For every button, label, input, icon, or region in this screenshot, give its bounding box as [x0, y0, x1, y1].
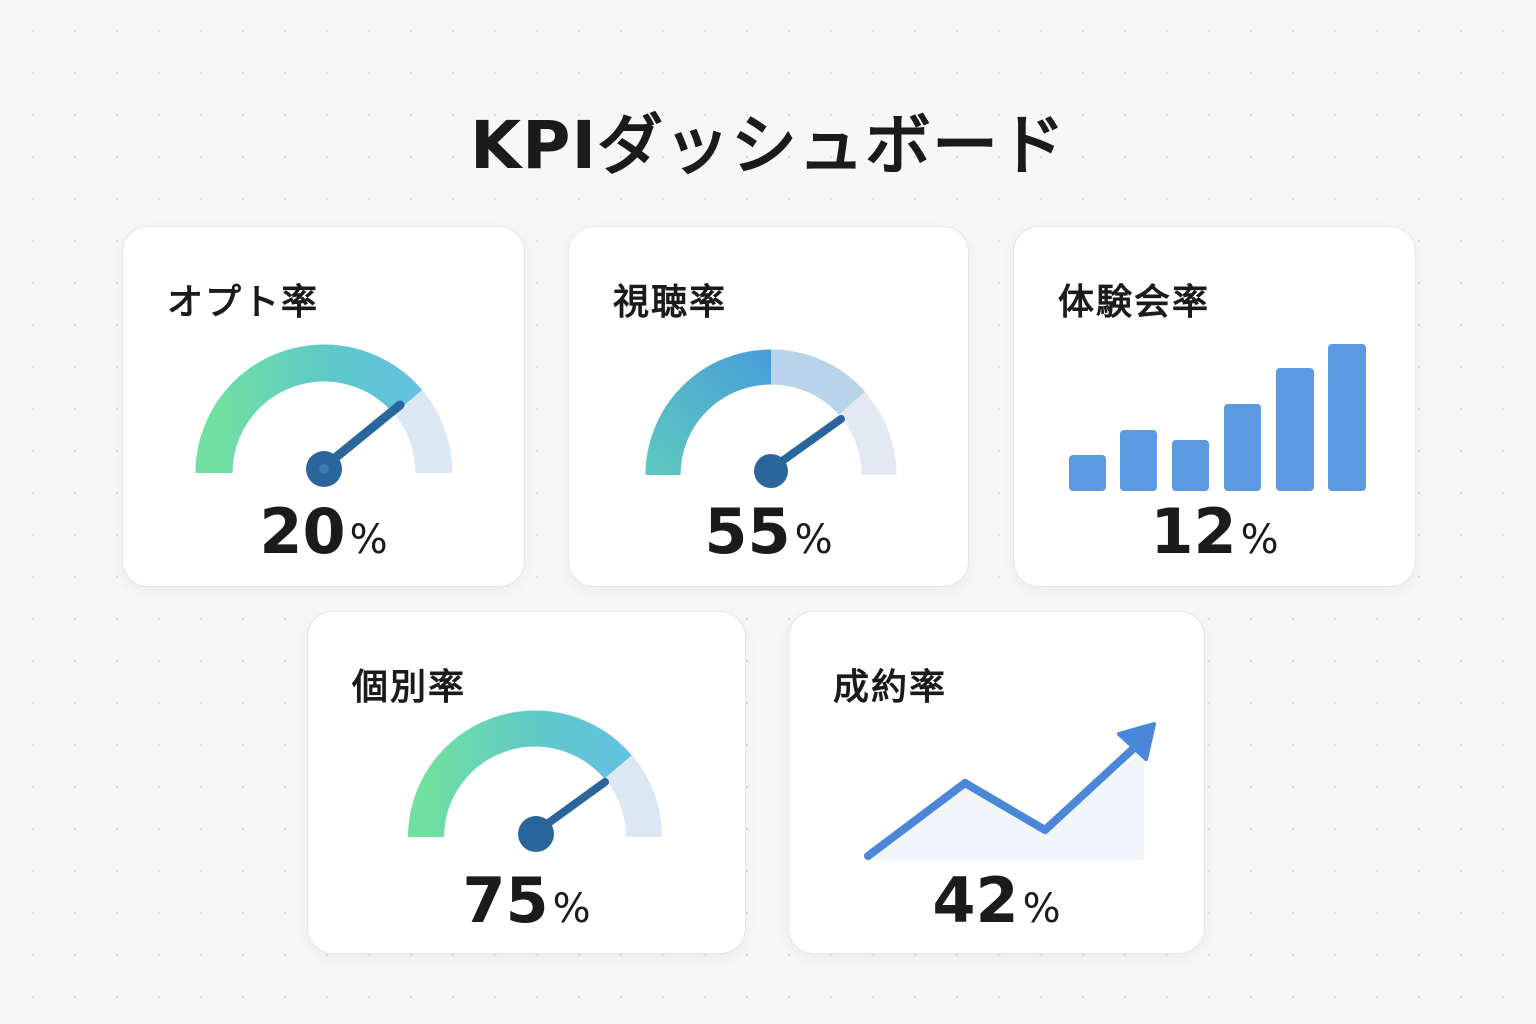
kpi-value: 75%	[462, 864, 591, 937]
gauge-chart	[195, 344, 453, 487]
card-label: 個別率	[352, 667, 467, 708]
kpi-card-trial-rate: 体験会率 12%	[1013, 226, 1416, 587]
kpi-value: 12%	[1150, 495, 1279, 568]
bar-chart	[1069, 344, 1366, 491]
page-title: KPIダッシュボード	[469, 107, 1067, 184]
gauge-chart	[408, 710, 662, 852]
kpi-value: 55%	[704, 495, 833, 568]
kpi-card-opt-rate: オプト率 20%	[122, 226, 525, 587]
kpi-card-viewing-rate: 視聴率 55%	[568, 226, 969, 587]
line-chart	[864, 722, 1156, 860]
kpi-value: 42%	[932, 864, 1061, 937]
card-label: 体験会率	[1058, 282, 1211, 323]
card-label: 視聴率	[613, 282, 728, 323]
card-label: オプト率	[167, 282, 320, 323]
kpi-value: 20%	[259, 495, 388, 568]
kpi-card-individual-rate: 個別率 75%	[307, 611, 746, 954]
kpi-card-closing-rate: 成約率 42%	[788, 611, 1205, 954]
card-label: 成約率	[833, 667, 948, 708]
gauge-chart	[645, 349, 897, 488]
